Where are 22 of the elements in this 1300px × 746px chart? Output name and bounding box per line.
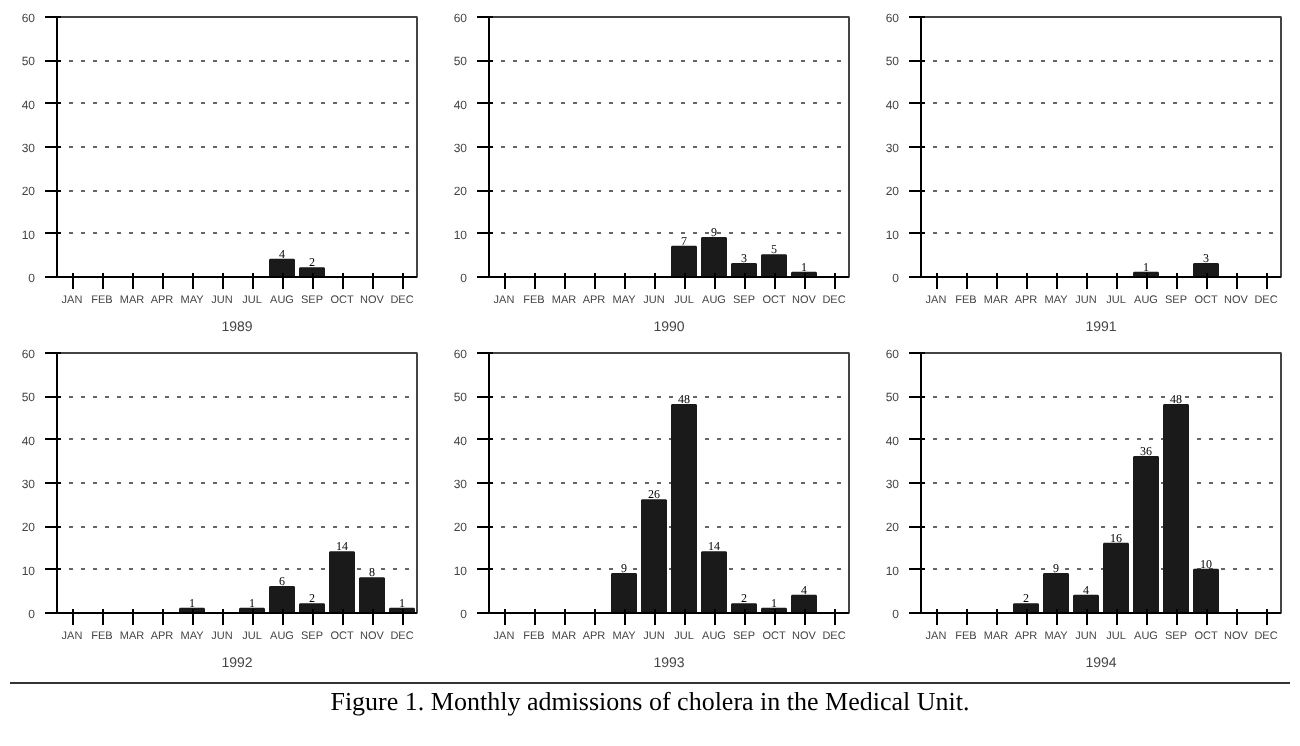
bar bbox=[1043, 573, 1069, 613]
bar bbox=[611, 573, 637, 613]
bar bbox=[791, 594, 817, 613]
bar bbox=[1103, 542, 1129, 613]
bar bbox=[671, 404, 697, 613]
bar bbox=[299, 603, 325, 613]
bar bbox=[269, 586, 295, 613]
bar bbox=[671, 245, 697, 277]
bar bbox=[1013, 603, 1039, 613]
bar bbox=[731, 263, 757, 277]
bar bbox=[329, 551, 355, 613]
bar bbox=[761, 254, 787, 277]
bar bbox=[1193, 568, 1219, 613]
bar bbox=[701, 551, 727, 613]
bar bbox=[1133, 456, 1159, 613]
bar bbox=[1073, 594, 1099, 613]
bar bbox=[1163, 404, 1189, 613]
caption: Figure 1. Monthly admissions of cholera in the Medical Unit. bbox=[330, 684, 970, 720]
bar bbox=[359, 577, 385, 613]
bar bbox=[701, 237, 727, 277]
bar bbox=[641, 499, 667, 613]
bar bbox=[731, 603, 757, 613]
